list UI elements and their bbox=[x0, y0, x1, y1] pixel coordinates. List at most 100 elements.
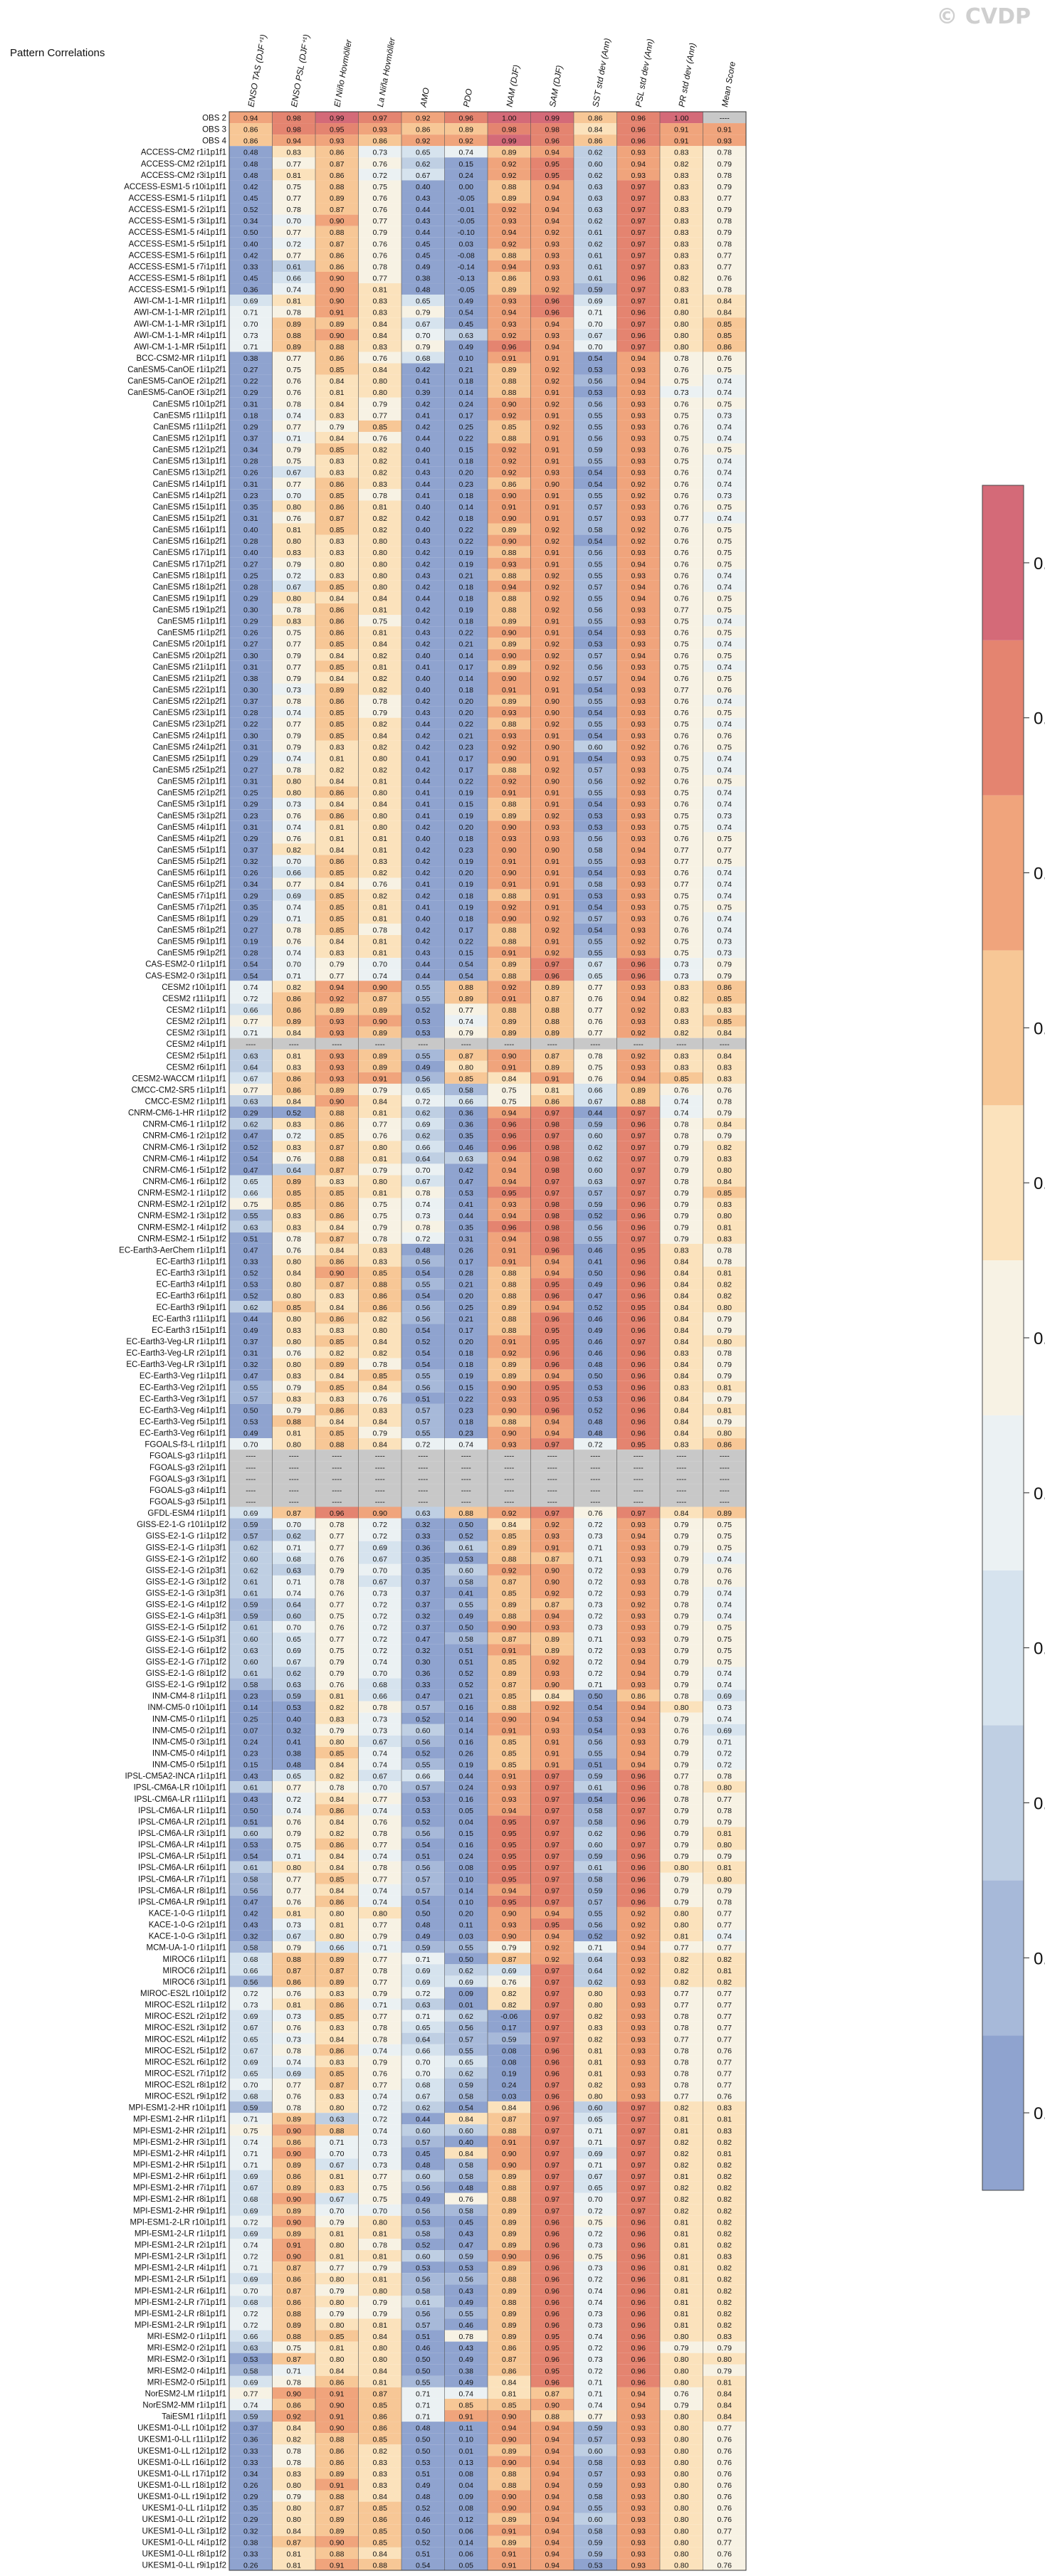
heatmap-cell bbox=[574, 363, 617, 375]
cell-value: 0.66 bbox=[243, 1189, 258, 1198]
cell-value: 0.93 bbox=[545, 835, 560, 843]
cell-value: 0.35 bbox=[243, 503, 258, 512]
cell-value: 0.83 bbox=[330, 537, 345, 546]
cell-value: 0.21 bbox=[459, 1315, 474, 1324]
cell-value: 0.79 bbox=[674, 1200, 689, 1209]
cell-value: 0.46 bbox=[459, 1144, 474, 1152]
heatmap-cell bbox=[574, 1243, 617, 1255]
heatmap-cell bbox=[616, 740, 660, 752]
cell-value: 0.76 bbox=[588, 1075, 603, 1083]
cell-value: 0.74 bbox=[718, 754, 732, 763]
cell-value: ---- bbox=[720, 1487, 730, 1495]
cell-value: ---- bbox=[590, 1487, 600, 1495]
cell-value: 0.80 bbox=[330, 1738, 345, 1746]
cell-value: 0.75 bbox=[243, 2127, 258, 2136]
heatmap-cell bbox=[574, 638, 617, 650]
cell-value: 0.78 bbox=[718, 1349, 732, 1358]
heatmap-cell bbox=[574, 889, 617, 901]
cell-value: 0.91 bbox=[545, 1075, 560, 1083]
cell-value: 0.95 bbox=[545, 2367, 560, 2375]
cell-value: 0.93 bbox=[545, 1532, 560, 1541]
cell-value: 0.42 bbox=[416, 514, 431, 523]
cell-value: 0.49 bbox=[243, 1326, 258, 1335]
cell-value: ---- bbox=[289, 1475, 299, 1484]
cell-value: 0.92 bbox=[502, 411, 517, 420]
cell-value: 0.96 bbox=[631, 2298, 646, 2307]
cell-value: 0.53 bbox=[588, 640, 603, 649]
cell-value: 0.14 bbox=[459, 652, 474, 660]
heatmap-cell bbox=[574, 1152, 617, 1164]
cell-value: 0.53 bbox=[243, 1418, 258, 1426]
row-label: GISS-E2-1-G r1i1p1f2 bbox=[146, 1532, 226, 1541]
cell-value: 0.80 bbox=[373, 1326, 388, 1335]
cell-value: 0.62 bbox=[287, 1532, 302, 1541]
heatmap-cell bbox=[444, 569, 488, 581]
cell-value: 0.77 bbox=[287, 228, 302, 237]
cell-value: 0.86 bbox=[718, 1441, 732, 1450]
cell-value: 0.86 bbox=[330, 1258, 345, 1267]
cell-value: 0.79 bbox=[718, 1315, 732, 1324]
cell-value: 0.43 bbox=[416, 217, 431, 226]
row-label: EC-Earth3-Veg r5i1p1f1 bbox=[140, 1418, 226, 1426]
cell-value: 0.80 bbox=[718, 1304, 732, 1312]
cell-value: 0.63 bbox=[416, 2001, 431, 2010]
heatmap-cell bbox=[488, 992, 531, 1004]
heatmap-cell bbox=[358, 1083, 401, 1095]
cell-value: 0.69 bbox=[502, 1967, 517, 1975]
cell-value: 0.97 bbox=[631, 217, 646, 226]
cell-value: 0.81 bbox=[373, 949, 388, 958]
cell-value: 0.95 bbox=[631, 1246, 646, 1255]
cell-value: 0.41 bbox=[416, 377, 431, 386]
cell-value: 0.81 bbox=[330, 2173, 345, 2181]
cell-value: 0.75 bbox=[674, 411, 689, 420]
cell-value: 0.93 bbox=[545, 263, 560, 271]
cell-value: 0.93 bbox=[631, 571, 646, 580]
heatmap-cell bbox=[616, 466, 660, 478]
cell-value: 0.22 bbox=[243, 377, 258, 386]
cell-value: 0.91 bbox=[502, 857, 517, 866]
cell-value: 0.43 bbox=[243, 1773, 258, 1781]
heatmap-cell bbox=[315, 1220, 359, 1232]
cell-value: 0.74 bbox=[373, 1761, 388, 1770]
heatmap-cell bbox=[401, 1243, 445, 1255]
heatmap-cell bbox=[488, 1175, 531, 1187]
cell-value: 0.85 bbox=[330, 1383, 345, 1392]
cell-value: 0.74 bbox=[718, 1612, 732, 1621]
cell-value: 0.89 bbox=[502, 2287, 517, 2296]
row-label: MIROC-ES2L r8i1p1f2 bbox=[145, 2081, 226, 2090]
cell-value: 0.97 bbox=[545, 1830, 560, 1838]
cell-value: 0.49 bbox=[459, 2298, 474, 2307]
heatmap-cell bbox=[315, 866, 359, 878]
cell-value: 0.72 bbox=[588, 1669, 603, 1678]
heatmap-cell bbox=[272, 1278, 315, 1290]
cell-value: 0.75 bbox=[718, 446, 732, 455]
cell-value: 0.76 bbox=[330, 1681, 345, 1689]
heatmap-cell bbox=[315, 706, 359, 718]
cell-value: 0.84 bbox=[502, 1075, 517, 1083]
cell-value: 0.77 bbox=[718, 2012, 732, 2021]
heatmap-cell bbox=[272, 717, 315, 729]
heatmap-cell bbox=[488, 271, 531, 284]
cell-value: 0.56 bbox=[588, 1921, 603, 1930]
cell-value: -0.05 bbox=[458, 217, 475, 226]
cvdp-watermark: © CVDP bbox=[936, 4, 1031, 29]
heatmap-cell bbox=[229, 786, 273, 798]
cell-value: 0.73 bbox=[674, 961, 689, 969]
heatmap-cell bbox=[444, 1072, 488, 1084]
cell-value: 0.82 bbox=[330, 1830, 345, 1838]
cell-value: 0.90 bbox=[330, 297, 345, 306]
heatmap-cell bbox=[660, 981, 703, 993]
cell-value: 0.72 bbox=[588, 1441, 603, 1450]
cell-value: 0.67 bbox=[287, 1658, 302, 1667]
cell-value: 0.14 bbox=[459, 1886, 474, 1895]
cell-value: 0.81 bbox=[373, 1109, 388, 1118]
cell-value: 0.42 bbox=[416, 823, 431, 832]
heatmap-cell bbox=[530, 180, 574, 192]
cell-value: 0.60 bbox=[416, 1726, 431, 1735]
heatmap-cell bbox=[703, 546, 746, 558]
cell-value: 0.54 bbox=[588, 1704, 603, 1712]
cell-value: 0.88 bbox=[330, 1441, 345, 1450]
cell-value: 0.78 bbox=[330, 1521, 345, 1529]
heatmap-cell bbox=[616, 992, 660, 1004]
heatmap-cell bbox=[229, 1003, 273, 1015]
